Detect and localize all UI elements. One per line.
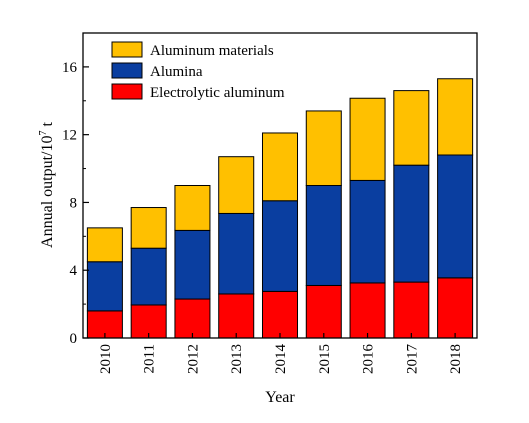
bar-2012-series-1 <box>174 229 211 300</box>
bar-2018-series-0 <box>437 277 474 339</box>
legend-label-0: Aluminum materials <box>150 43 274 59</box>
y-tick-label-8: 8 <box>70 195 78 211</box>
x-tick-label-2014: 2014 <box>273 344 289 375</box>
bar-2016-series-2 <box>349 97 386 181</box>
bar-2011-series-2 <box>130 207 167 249</box>
x-tick-label-2017: 2017 <box>404 344 420 375</box>
x-axis-title: Year <box>265 389 295 406</box>
bar-2015-series-0 <box>305 284 342 339</box>
x-tick-label-2016: 2016 <box>361 344 377 375</box>
legend-swatch-1 <box>111 62 143 79</box>
bar-2017-series-0 <box>393 281 430 339</box>
bar-2015-series-2 <box>305 110 342 186</box>
legend-label-2: Electrolytic aluminum <box>150 85 285 101</box>
y-tick-label-4: 4 <box>70 263 78 279</box>
bar-2015-series-1 <box>305 185 342 286</box>
legend-swatch-0 <box>111 41 143 58</box>
bar-2013-series-0 <box>218 293 255 339</box>
bar-2018-series-1 <box>437 154 474 279</box>
y-axis-title-main: Annual output/10 <box>39 136 56 248</box>
bar-2012-series-2 <box>174 185 211 231</box>
bar-2014-series-0 <box>261 290 299 339</box>
bar-2017-series-2 <box>393 90 430 166</box>
bars-layer <box>86 78 474 339</box>
bar-2018-series-2 <box>437 78 474 156</box>
legend-swatch-2 <box>111 83 143 100</box>
bar-2017-series-1 <box>393 164 430 283</box>
y-tick-label-12: 12 <box>62 128 77 144</box>
bar-2010-series-2 <box>86 227 123 263</box>
bar-2013-series-1 <box>218 212 255 295</box>
x-tick-label-2011: 2011 <box>142 344 158 373</box>
x-tick-label-2010: 2010 <box>98 344 114 374</box>
x-tick-label-2013: 2013 <box>229 344 245 374</box>
bar-2012-series-0 <box>174 298 211 339</box>
bar-2014-series-1 <box>261 200 299 292</box>
bar-2013-series-2 <box>218 156 255 214</box>
bar-2016-series-1 <box>349 179 386 284</box>
legend: Aluminum materials Alumina Electrolytic al… <box>111 41 285 101</box>
bar-2010-series-1 <box>86 261 123 312</box>
bar-2016-series-0 <box>349 282 386 339</box>
x-tick-label-2018: 2018 <box>448 344 464 374</box>
y-tick-label-16: 16 <box>62 60 78 76</box>
y-tick-label-0: 0 <box>70 331 78 347</box>
y-axis-title-unit: t <box>39 122 56 131</box>
y-axis-title: Annual output/107 t <box>38 122 56 248</box>
bar-2011-series-1 <box>130 247 167 306</box>
legend-label-1: Alumina <box>150 64 203 80</box>
plot-frame <box>82 32 478 339</box>
x-tick-label-2015: 2015 <box>317 344 333 374</box>
y-axis-title-exponent: 7 <box>38 131 49 136</box>
bar-2014-series-2 <box>261 132 299 202</box>
x-tick-label-2012: 2012 <box>185 344 201 374</box>
axis-layer: 0 4 8 12 16 2010 2011 2012 2013 2014 2015 2016 2017 2… <box>62 60 464 374</box>
